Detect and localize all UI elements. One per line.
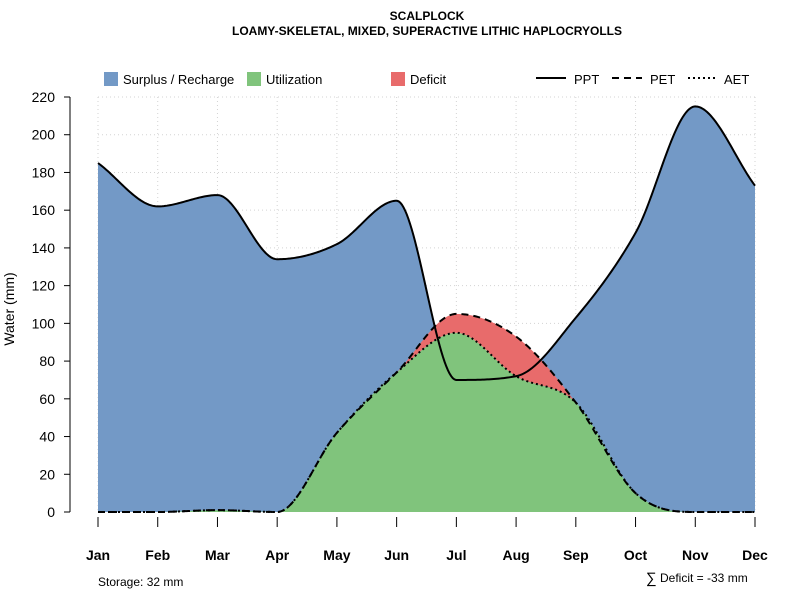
areas	[98, 106, 755, 512]
x-tick-label: Apr	[265, 547, 290, 563]
y-tick-label: 100	[32, 315, 56, 331]
y-tick-label: 20	[39, 466, 55, 482]
x-tick-label: Aug	[502, 547, 529, 563]
x-tick-label: Mar	[205, 547, 230, 563]
y-tick-label: 140	[32, 240, 56, 256]
deficit-sum-icon: ∑	[646, 570, 657, 587]
x-tick-label: Dec	[742, 547, 768, 563]
legend-swatch-deficit	[391, 72, 405, 86]
utilization-area	[98, 332, 755, 512]
y-tick-label: 0	[47, 504, 55, 520]
legend-label-utilization: Utilization	[266, 72, 322, 87]
series-line-aet	[98, 331, 755, 513]
x-tick-label: Sep	[563, 547, 589, 563]
chart-title: SCALPLOCK	[390, 9, 465, 23]
axes: 0 20 40 60 80 100 120 140 160 180 200 220 Jan Feb Mar A…	[32, 89, 768, 563]
legend-label-ppt: PPT	[574, 72, 599, 87]
legend-label-surplus: Surplus / Recharge	[123, 72, 234, 87]
series-lines	[97, 105, 756, 513]
y-tick-label: 120	[32, 278, 56, 294]
series-line-ppt	[97, 105, 756, 381]
storage-annotation: Storage: 32 mm	[98, 575, 183, 589]
deficit-annotation: Deficit = -33 mm	[660, 571, 748, 585]
y-tick-label: 200	[32, 127, 56, 143]
legend-label-aet: AET	[724, 72, 749, 87]
x-tick-label: Oct	[624, 547, 648, 563]
y-tick-label: 160	[32, 202, 56, 218]
y-tick-label: 220	[32, 89, 56, 105]
x-tick-label: Jan	[86, 547, 110, 563]
legend-label-deficit: Deficit	[410, 72, 447, 87]
legend: Surplus / Recharge Utilization Deficit P…	[104, 72, 749, 87]
y-tick-label: 80	[39, 353, 55, 369]
x-tick-label: Feb	[145, 547, 170, 563]
surplus-area	[98, 106, 755, 512]
y-axis-label: Water (mm)	[1, 272, 17, 345]
y-tick-label: 40	[39, 429, 55, 445]
y-tick-label: 60	[39, 391, 55, 407]
x-tick-label: Nov	[682, 547, 709, 563]
chart-subtitle: LOAMY-SKELETAL, MIXED, SUPERACTIVE LITHI…	[232, 24, 622, 38]
x-tick-label: May	[323, 547, 350, 563]
x-tick-label: Jul	[446, 547, 466, 563]
legend-swatch-surplus	[104, 72, 118, 86]
y-tick-label: 180	[32, 164, 56, 180]
legend-label-pet: PET	[650, 72, 675, 87]
x-tick-label: Jun	[384, 547, 409, 563]
legend-swatch-utilization	[247, 72, 261, 86]
